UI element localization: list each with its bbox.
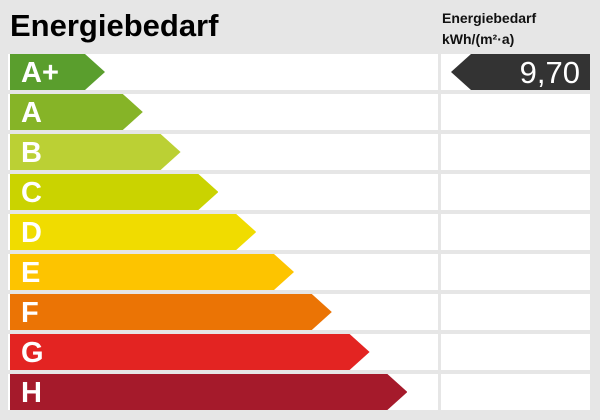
class-arrow-d: D <box>10 214 256 250</box>
class-arrow-f: F <box>10 294 332 330</box>
class-arrow-g: G <box>10 334 370 370</box>
page-title: Energiebedarf <box>10 8 219 43</box>
value-cell <box>441 174 590 210</box>
class-arrow-a: A <box>10 94 143 130</box>
value-cell <box>441 334 590 370</box>
value-cell <box>441 294 590 330</box>
class-arrow-aplus: A+ <box>10 54 105 90</box>
value-cell <box>441 134 590 170</box>
class-arrow-b: B <box>10 134 181 170</box>
value-cell <box>441 374 590 410</box>
class-arrow-h: H <box>10 374 407 410</box>
energy-value-indicator: 9,70 <box>451 54 590 90</box>
value-cell <box>441 254 590 290</box>
value-cell <box>441 94 590 130</box>
value-header: Energiebedarf kWh/(m²·a) <box>442 8 536 50</box>
class-arrow-e: E <box>10 254 294 290</box>
class-arrow-c: C <box>10 174 218 210</box>
value-header-unit: kWh/(m²·a) <box>442 31 515 47</box>
value-cell <box>441 214 590 250</box>
value-header-title: Energiebedarf <box>442 10 537 26</box>
